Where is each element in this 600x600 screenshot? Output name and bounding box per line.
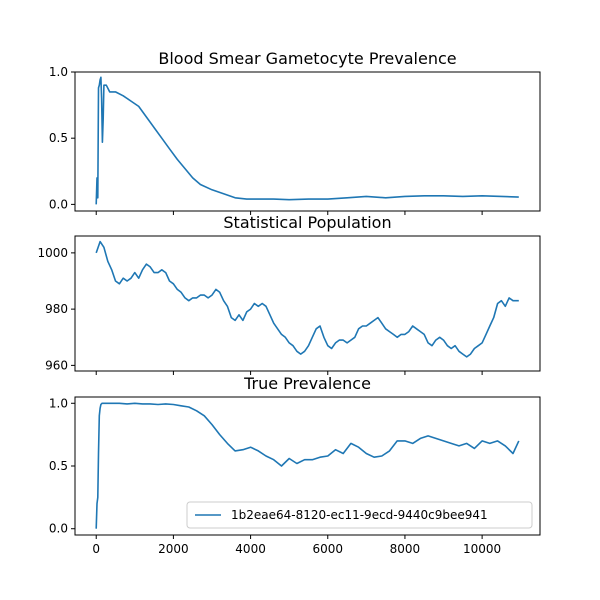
- y-tick-label: 1000: [37, 246, 68, 260]
- y-tick-label: 0.5: [49, 459, 68, 473]
- y-tick-label: 1.0: [49, 396, 68, 410]
- chart-panel-3: True Prevalence 0.0 0.5 1.0 0 2000 4000 6000 800…: [49, 374, 541, 556]
- x-tick-label: 10000: [463, 542, 501, 556]
- axes-frame: [74, 71, 541, 212]
- y-tick-label: 960: [45, 358, 68, 372]
- legend: 1b2eae64-8120-ec11-9ecd-9440c9bee941: [186, 501, 533, 529]
- series-line-1: [95, 402, 520, 529]
- x-tick-label: 4000: [235, 542, 266, 556]
- series-line-1: [95, 76, 519, 205]
- chart-title: Blood Smear Gametocyte Prevalence: [158, 49, 456, 68]
- series-line-1: [95, 240, 519, 358]
- y-tick-label: 0.5: [49, 131, 68, 145]
- y-tick-label: 1.0: [49, 65, 68, 79]
- legend-label: 1b2eae64-8120-ec11-9ecd-9440c9bee941: [231, 508, 488, 522]
- x-tick-label: 6000: [312, 542, 343, 556]
- x-tick-label: 2000: [158, 542, 189, 556]
- chart-title: Statistical Population: [223, 213, 391, 232]
- chart-title: True Prevalence: [243, 374, 371, 393]
- y-tick-label: 980: [45, 302, 68, 316]
- y-tick-label: 0.0: [49, 522, 68, 536]
- chart-panel-2: Statistical Population 960 980 1000: [37, 213, 541, 375]
- y-tick-label: 0.0: [49, 197, 68, 211]
- x-tick-label: 0: [92, 542, 100, 556]
- chart-panel-1: Blood Smear Gametocyte Prevalence 0.0 0.5 1…: [49, 49, 541, 215]
- axes-frame: [74, 235, 541, 372]
- x-tick-label: 8000: [390, 542, 421, 556]
- legend-box: [186, 501, 533, 529]
